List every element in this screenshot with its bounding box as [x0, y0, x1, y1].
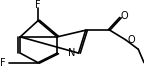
Text: O: O: [127, 35, 135, 45]
Text: O: O: [120, 11, 128, 21]
Text: F: F: [0, 58, 6, 68]
Text: N: N: [68, 48, 75, 58]
Text: F: F: [35, 0, 41, 10]
